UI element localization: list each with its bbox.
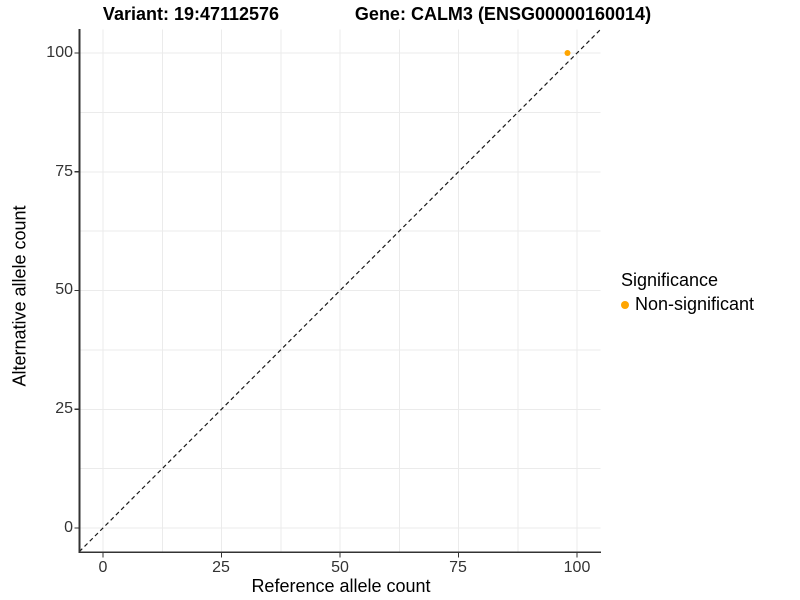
identity-line [78,28,602,553]
x-tick-label-0: 0 [98,559,108,576]
x-tick-label-25: 25 [212,559,230,576]
x-tick-label-75: 75 [449,559,467,576]
y-axis-title: Alternative allele count [9,205,30,387]
legend-title: Significance [621,270,719,290]
legend-item-label: Non-significant [635,294,755,314]
plot-title-variant: Variant: 19:47112576 [102,4,280,24]
legend-item-non-significant: Non-significant [621,294,754,315]
plot-title-gene: Gene: CALM3 (ENSG00000160014) [354,4,652,24]
x-tick-label-50: 50 [331,559,349,576]
gridlines [79,29,601,552]
y-tick-label-0: 0 [64,519,73,536]
y-tick-label-75: 75 [55,163,73,180]
tick-marks [74,52,578,558]
legend-dot-icon [621,300,629,309]
y-tick-label-25: 25 [55,400,73,417]
data-point [564,50,571,56]
y-tick-label-50: 50 [55,281,73,298]
x-axis-title: Reference allele count [251,576,431,596]
legend: Significance Non-significant [621,270,754,315]
y-tick-label-100: 100 [46,44,73,61]
x-tick-label-100: 100 [563,559,591,576]
